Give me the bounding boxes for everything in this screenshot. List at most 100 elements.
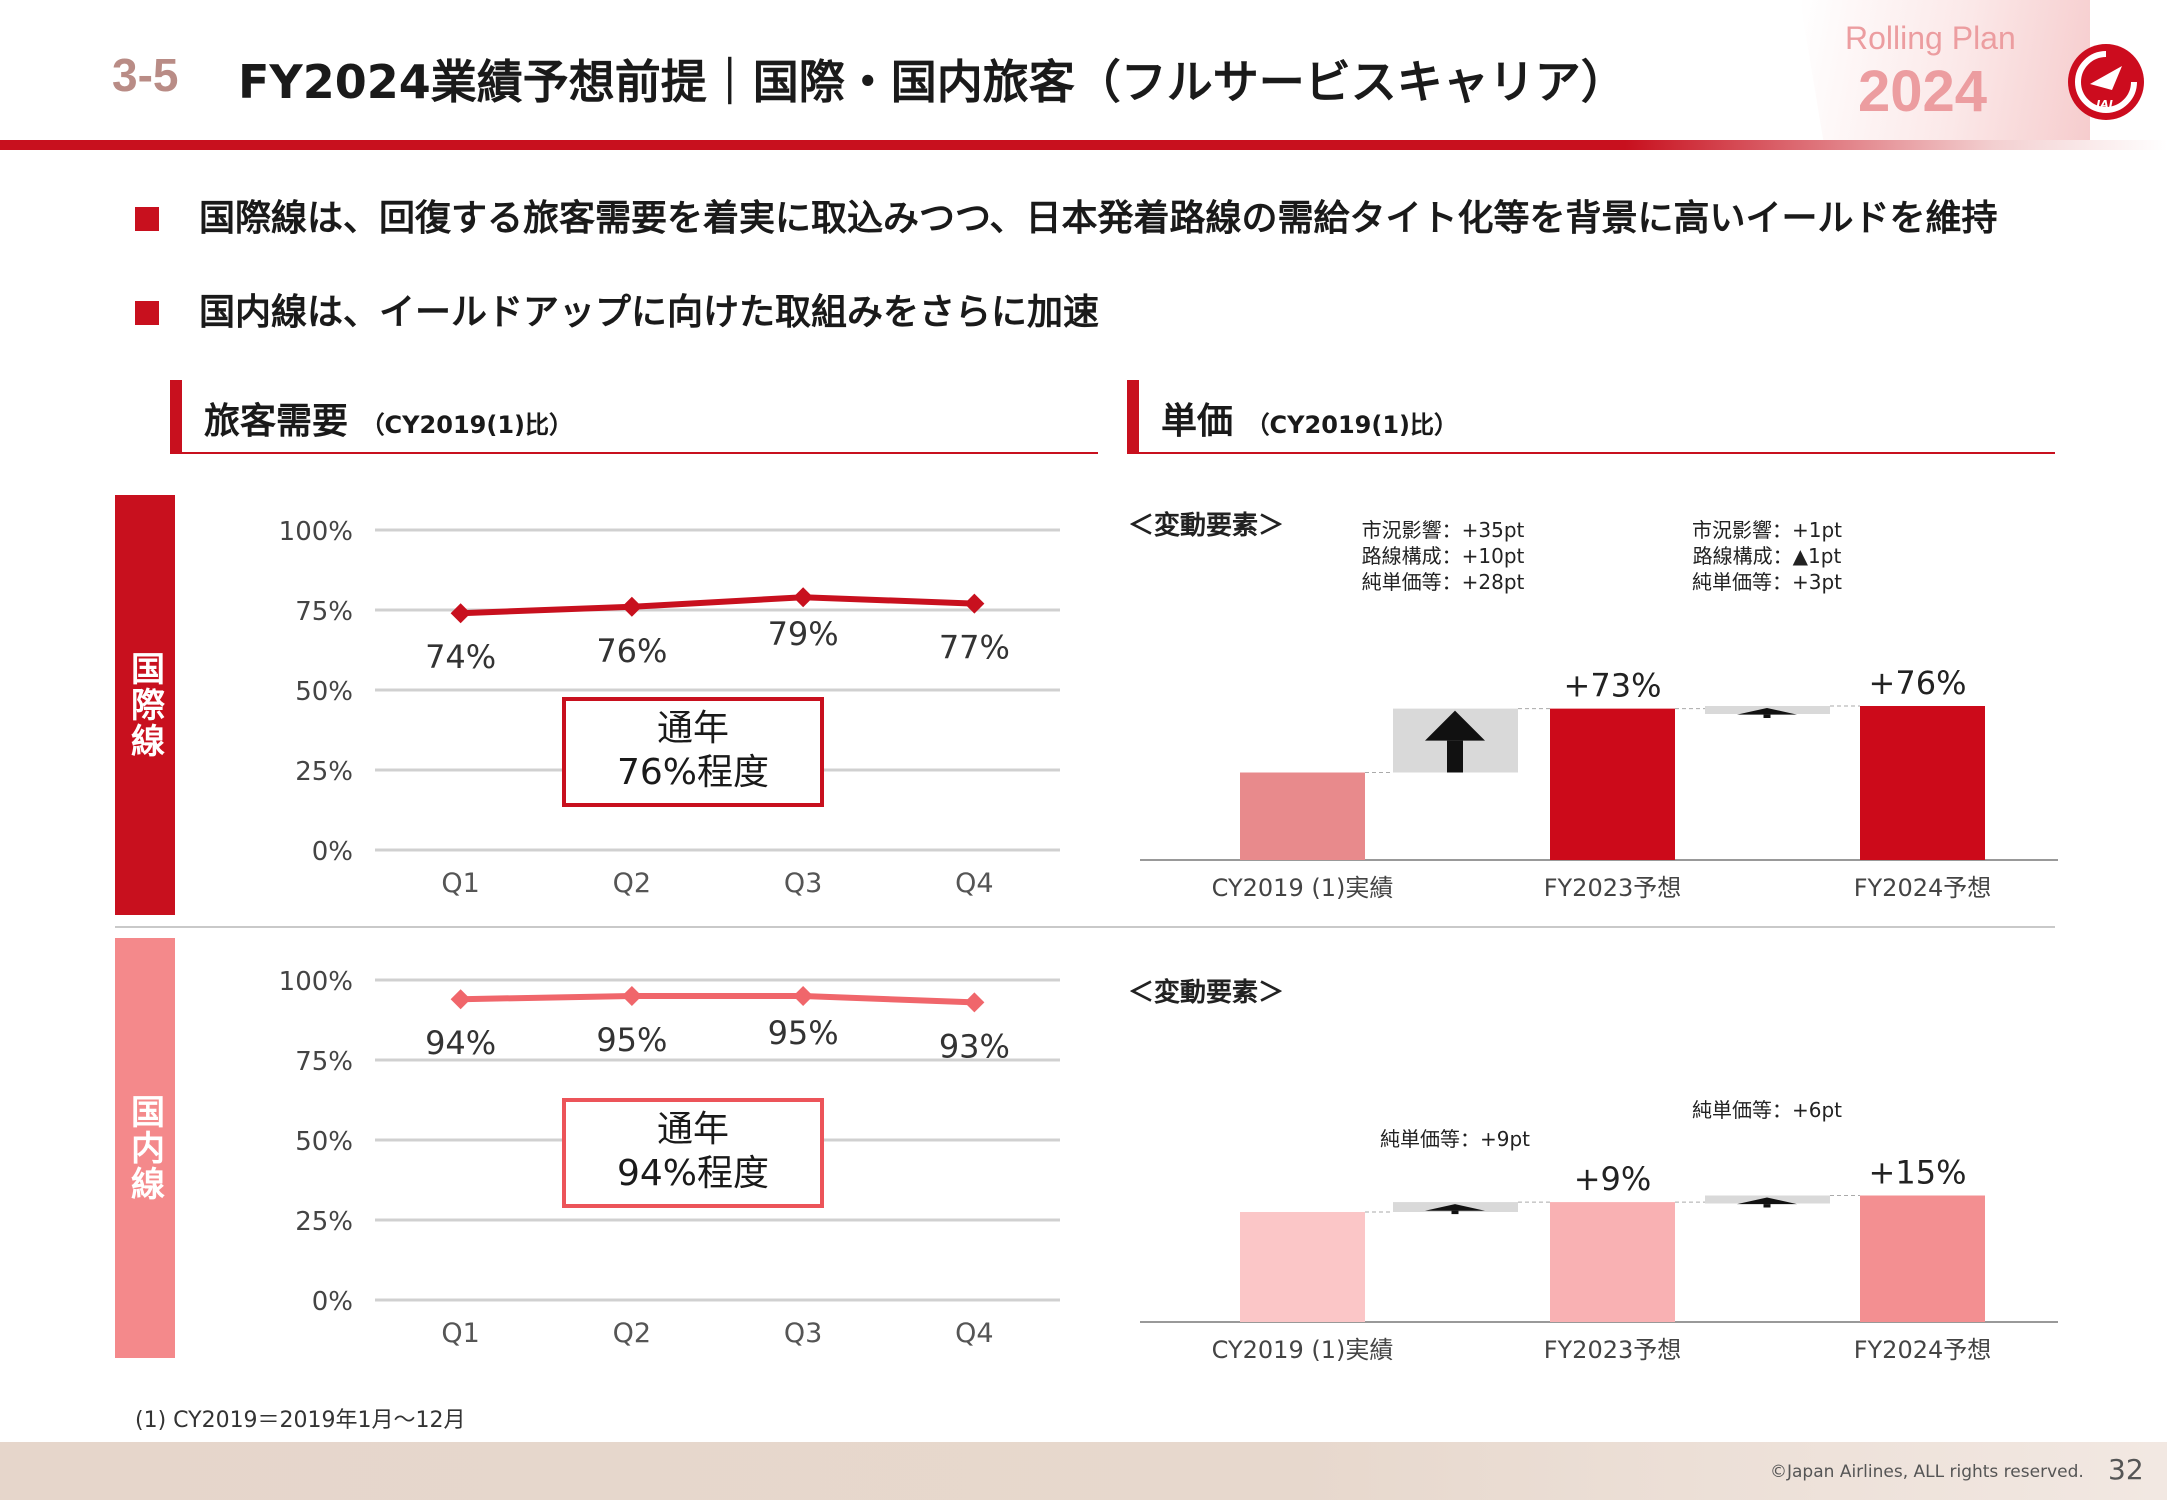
bullet-2-text: 国内線は、イールドアップに向けた取組みをさらに加速 [199,292,1100,333]
x-tick-label: Q3 [784,868,822,899]
intl-annual-box: 通年 76%程度 [562,697,824,807]
y-tick-label: 50% [295,677,353,707]
y-tick-label: 100% [279,967,353,997]
international-label: 国際線 [115,495,175,915]
section-number: 3-5 [112,49,179,101]
data-label: 79% [768,615,839,653]
y-tick-label: 0% [312,837,353,867]
data-point-marker [793,587,814,608]
data-label: 74% [425,638,496,676]
bar [1240,1212,1365,1322]
data-point-marker [621,596,642,617]
factor-note: 純単価等：+28pt [1362,570,1525,594]
bar [1240,772,1365,860]
bullet-square-icon [135,301,159,325]
page-number: 32 [2108,1453,2144,1486]
dom-price-chart: CY2019 (1)実績 FY2023予想 +9% FY2024予想 +15% 純単価等：… [1140,1098,2058,1364]
data-label: 94% [425,1024,496,1062]
factor-note: 市況影響：+1pt [1692,518,1842,542]
x-tick-label: Q4 [955,1318,993,1349]
x-tick-label: Q2 [613,868,651,899]
factor-note: 純単価等：+9pt [1380,1127,1530,1151]
intl-demand-chart: 0% 25% 50% 75% 100% Q1 Q2 Q3 Q4 74% 76% 79% 77% [279,517,1060,899]
demand-subtitle: （CY2019(1)比） [360,411,573,439]
x-tick-label: Q1 [441,868,479,899]
series-line [460,594,975,617]
arrow-stem [1451,1210,1459,1215]
logo-text: JAL [2094,98,2116,111]
badge-line2: 2024 [1858,59,1988,124]
section-accent-bar [1127,380,1139,452]
footnote: (1) CY2019＝2019年1月～12月 [135,1408,466,1433]
bar [1860,706,1985,860]
dom-annual-box: 通年 94%程度 [562,1098,824,1208]
domestic-label: 国内線 [115,938,175,1358]
jal-logo: JAL [2068,44,2144,120]
x-tick-label: Q1 [441,1318,479,1349]
dom-annual-line2: 94%程度 [616,1153,770,1194]
footer-bar [0,1442,2167,1500]
bar [1860,1195,1985,1322]
section-accent-bar [170,380,182,452]
y-tick-label: 0% [312,1287,353,1317]
bar [1550,1202,1675,1322]
rolling-plan-badge [1800,0,2090,140]
data-point-marker [450,989,471,1010]
data-label: 95% [596,1021,667,1059]
row-divider [115,926,2055,928]
x-tick-label: CY2019 (1)実績 [1212,1336,1394,1364]
factor-note: 純単価等：+6pt [1692,1098,1842,1122]
factor-note: 路線構成：+10pt [1362,544,1525,568]
dom-annual-line1: 通年 [656,1109,729,1150]
up-arrow-icon [1737,708,1797,715]
data-label: 76% [596,632,667,670]
x-tick-label: FY2024予想 [1854,1336,1992,1364]
y-tick-label: 25% [295,1207,353,1237]
series-line [460,993,975,1006]
value-label: +9% [1574,1160,1652,1198]
data-label: 93% [939,1027,1010,1065]
price-section-header: 単価 （CY2019(1)比） [1127,380,2055,454]
intl-annual-line2: 76%程度 [616,752,770,793]
data-point-marker [964,593,985,614]
data-label: 95% [768,1014,839,1052]
arrow-stem [1447,740,1463,773]
intl-factors-label: ＜変動要素＞ [1128,511,1285,541]
x-tick-label: FY2024予想 [1854,874,1992,902]
x-tick-label: Q4 [955,868,993,899]
x-tick-label: CY2019 (1)実績 [1212,874,1394,902]
y-tick-label: 75% [295,597,353,627]
up-arrow-icon [1737,1197,1797,1205]
page-title: FY2024業績予想前提｜国際・国内旅客（フルサービスキャリア） [238,55,1627,109]
data-point-marker [964,992,985,1013]
y-tick-label: 25% [295,757,353,787]
header: Rolling Plan 2024 JAL 3-5 FY2024業績予想前提｜国… [0,0,2167,150]
title-rule [0,140,2167,150]
intl-price-chart: CY2019 (1)実績 FY2023予想 +73% FY2024予想 +76% 市況影響… [1140,518,2058,902]
up-arrow-icon [1425,1204,1485,1211]
copyright: ©Japan Airlines, ALL rights reserved. [1770,1462,2084,1482]
intl-annual-line1: 通年 [656,708,729,749]
value-label: +76% [1869,664,1967,702]
price-title: 単価 [1161,401,1234,442]
demand-title: 旅客需要 [204,401,349,442]
price-subtitle: （CY2019(1)比） [1245,411,1458,439]
data-point-marker [793,986,814,1006]
data-label: 77% [939,629,1010,667]
bullet-square-icon [135,207,159,231]
data-point-marker [450,603,471,624]
factor-note: 純単価等：+3pt [1692,570,1842,594]
value-label: +73% [1564,667,1662,705]
factor-note: 市況影響：+35pt [1362,518,1525,542]
badge-line1: Rolling Plan [1845,20,2016,56]
x-tick-label: FY2023予想 [1544,874,1682,902]
bullet-1-text: 国際線は、回復する旅客需要を着実に取込みつつ、日本発着路線の需給タイト化等を背景… [199,198,1998,239]
y-tick-label: 75% [295,1047,353,1077]
x-tick-label: Q3 [784,1318,822,1349]
demand-section-header: 旅客需要 （CY2019(1)比） [170,380,1098,454]
dom-factors-label: ＜変動要素＞ [1128,978,1285,1008]
arrow-stem [1763,1204,1771,1208]
value-label: +15% [1869,1154,1967,1192]
y-tick-label: 100% [279,517,353,547]
up-arrow-icon [1425,710,1485,741]
